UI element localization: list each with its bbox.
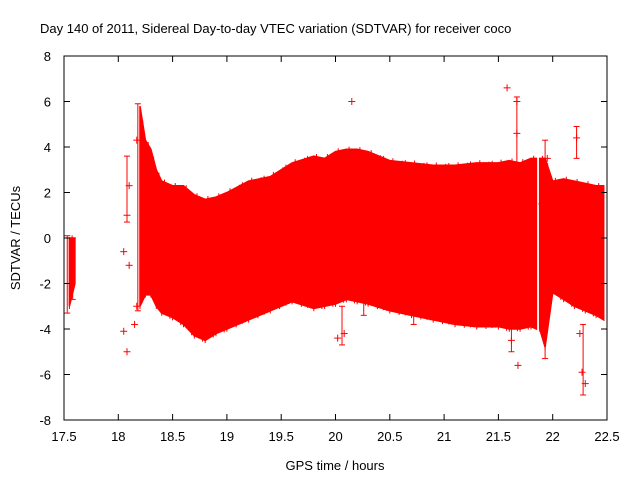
data-point-21 <box>578 368 586 376</box>
data-point-10 <box>334 334 342 342</box>
error-bar-5 <box>360 294 367 316</box>
error-bar-3 <box>134 103 141 312</box>
x-tick-label: 21.5 <box>486 429 511 444</box>
data-point-23 <box>576 330 584 338</box>
data-point-6 <box>131 320 139 328</box>
x-tick-label: 19.5 <box>269 429 294 444</box>
error-bar-10 <box>573 126 580 159</box>
y-tick-label: 2 <box>44 186 51 201</box>
y-tick-label: -6 <box>39 368 51 383</box>
x-tick-label: 17.5 <box>51 429 76 444</box>
plot-area <box>64 84 605 396</box>
data-point-12 <box>503 84 511 92</box>
data-point-22 <box>581 380 589 388</box>
y-tick-label: -2 <box>39 277 51 292</box>
data-point-2 <box>123 348 131 356</box>
x-tick-label: 21 <box>437 429 451 444</box>
error-bar-2 <box>123 155 130 223</box>
data-point-3 <box>123 211 131 219</box>
y-tick-label: 6 <box>44 95 51 110</box>
x-tick-label: 20.5 <box>377 429 402 444</box>
y-tick-label: 0 <box>44 231 51 246</box>
data-point-5 <box>125 261 133 269</box>
y-tick-label: 8 <box>44 49 51 64</box>
data-point-4 <box>125 182 133 190</box>
data-point-16 <box>507 336 515 344</box>
y-tick-label: -8 <box>39 413 51 428</box>
data-point-18 <box>540 289 548 297</box>
data-point-1 <box>120 327 128 335</box>
y-tick-label: 4 <box>44 140 51 155</box>
y-axis-label: SDTVAR / TECUs <box>8 185 23 290</box>
data-point-17 <box>538 200 546 208</box>
x-tick-label: 18 <box>111 429 125 444</box>
x-axis-label: GPS time / hours <box>286 458 385 473</box>
data-point-11 <box>340 330 348 338</box>
data-point-9 <box>348 98 356 105</box>
data-point-0 <box>120 248 128 256</box>
y-tick-label: -4 <box>39 322 51 337</box>
data-point-15 <box>514 361 522 369</box>
x-tick-label: 22.5 <box>594 429 619 444</box>
data-point-19 <box>543 154 551 162</box>
x-tick-label: 20 <box>328 429 342 444</box>
error-bar-1 <box>69 237 76 300</box>
x-tick-label: 22 <box>545 429 559 444</box>
error-bar-8 <box>513 96 520 212</box>
data-point-20 <box>573 134 581 142</box>
data-point-7 <box>133 302 141 310</box>
error-bar-9 <box>542 139 549 360</box>
error-bar-0 <box>64 235 71 314</box>
error-bar-6 <box>410 310 417 325</box>
data-point-14 <box>513 129 521 137</box>
x-tick-label: 18.5 <box>160 429 185 444</box>
plot-frame <box>63 55 608 421</box>
x-tick-label: 19 <box>220 429 234 444</box>
error-bar-4 <box>339 305 346 346</box>
chart-title: Day 140 of 2011, Sidereal Day-to-day VTE… <box>40 21 511 36</box>
error-bar-envelope <box>68 105 605 350</box>
data-point-8 <box>133 136 141 144</box>
data-point-13 <box>513 98 521 105</box>
